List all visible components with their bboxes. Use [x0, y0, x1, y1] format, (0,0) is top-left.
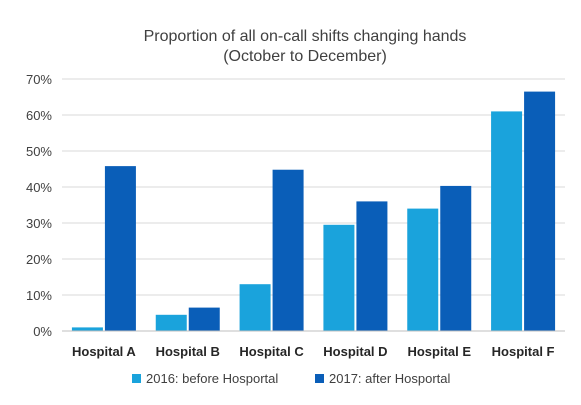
y-tick-label: 40% [26, 180, 52, 195]
bar-2016-hospital-e [407, 208, 439, 331]
y-tick-label: 60% [26, 108, 52, 123]
y-tick-label: 50% [26, 144, 52, 159]
bars [71, 91, 556, 332]
bar-2016-hospital-b [155, 314, 187, 331]
x-category-label: Hospital C [239, 344, 304, 359]
bar-2017-hospital-f [524, 91, 556, 331]
y-tick-label: 10% [26, 288, 52, 303]
bar-2017-hospital-a [104, 166, 136, 331]
x-category-label: Hospital B [156, 344, 220, 359]
gridlines [62, 78, 565, 296]
bar-2017-hospital-e [440, 185, 472, 331]
y-tick-label: 70% [26, 72, 52, 87]
bar-2016-hospital-d [323, 224, 355, 331]
x-category-label: Hospital E [407, 344, 471, 359]
legend-label: 2017: after Hosportal [329, 371, 451, 386]
y-tick-label: 20% [26, 252, 52, 267]
bar-2016-hospital-f [491, 111, 523, 332]
chart-title: Proportion of all on-call shifts changin… [144, 28, 467, 45]
x-category-label: Hospital A [72, 344, 136, 359]
legend-swatch [132, 374, 141, 383]
bar-2017-hospital-d [356, 201, 388, 331]
legend-swatch [315, 374, 324, 383]
legend-label: 2016: before Hosportal [146, 371, 278, 386]
x-axis-categories: Hospital A Hospital B Hospital C Hospital D… [72, 344, 555, 359]
legend: 2016: before Hosportal 2017: after Hospor… [132, 371, 451, 386]
x-category-label: Hospital F [492, 344, 555, 359]
bar-2017-hospital-c [272, 169, 304, 331]
y-tick-label: 30% [26, 216, 52, 231]
x-category-label: Hospital D [323, 344, 387, 359]
bar-2016-hospital-a [71, 327, 103, 331]
bar-2016-hospital-c [239, 284, 271, 331]
chart-subtitle: (October to December) [223, 48, 387, 65]
y-axis-ticks: 0% 10% 20% 30% 40% 50% 60% 70% [26, 72, 52, 339]
y-tick-label: 0% [33, 324, 52, 339]
bar-2017-hospital-b [188, 307, 220, 331]
